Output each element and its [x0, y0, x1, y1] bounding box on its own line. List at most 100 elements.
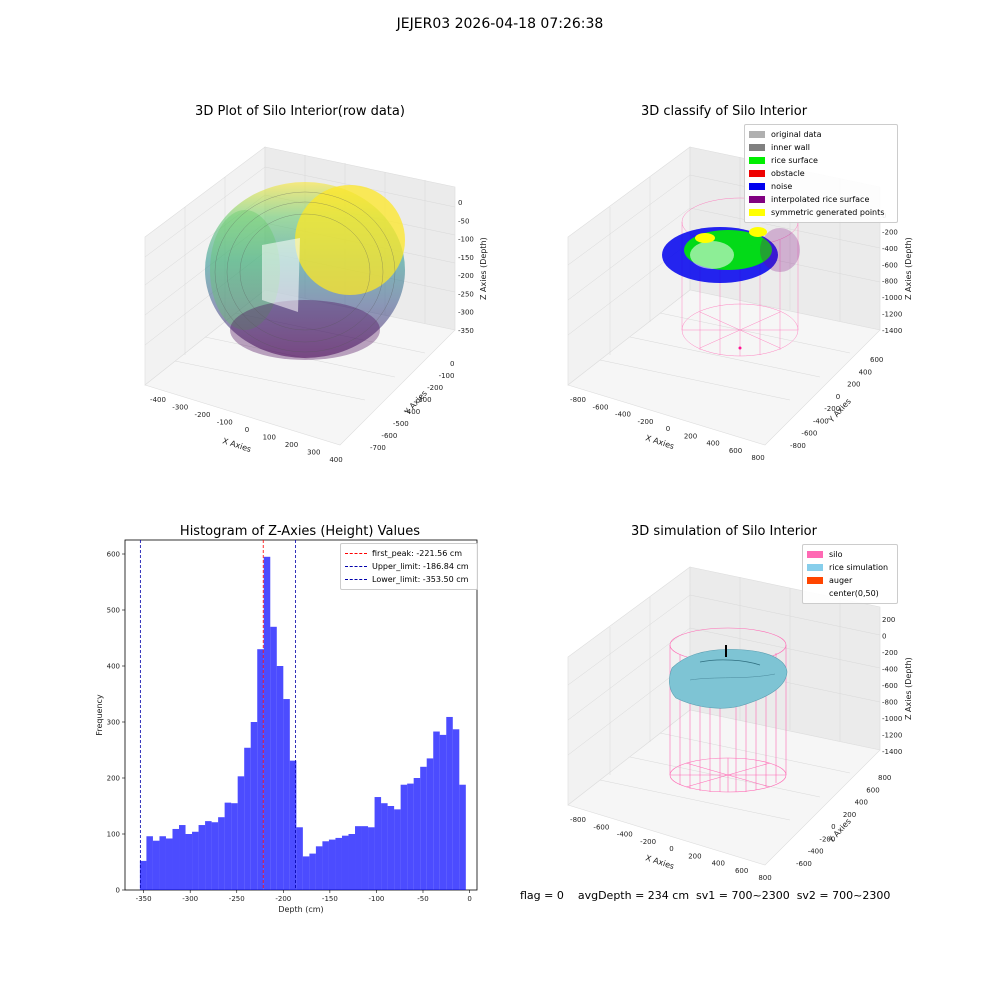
histogram-bar [244, 747, 251, 890]
plot4-z-tick: -1400 [882, 748, 902, 756]
histogram-bar [276, 666, 284, 890]
histogram-plot-area [124, 539, 478, 891]
histogram-bar [270, 626, 277, 890]
histogram-bar [211, 822, 219, 890]
plot4-x-tick: 800 [758, 874, 771, 882]
histogram-bar [218, 817, 225, 890]
plot2-x-tick: 200 [684, 432, 697, 440]
histogram-ytick-label: 100 [107, 831, 120, 839]
plot1-x-tick: -400 [150, 396, 166, 404]
histogram-bar [420, 766, 427, 890]
plot4-legend-label: center(0,50) [829, 589, 879, 598]
plot2-y-tick: 400 [859, 368, 872, 376]
plot1-xlabel: X Axies [221, 436, 252, 454]
plot2-x-tick: 800 [751, 454, 764, 462]
plot4-legend-label: silo [829, 550, 843, 559]
histogram-legend-label: first_peak: -221.56 cm [372, 549, 463, 558]
plot1-z-tick: -250 [458, 290, 474, 298]
plot2-z-tick: -1200 [882, 311, 902, 319]
plot1-z-tick: -50 [458, 217, 469, 225]
plot1-zlabel: Z Axies (Depth) [479, 237, 488, 300]
histogram-bar [400, 784, 408, 890]
histogram-bar [198, 825, 206, 890]
plot2-zlabel: Z Axies (Depth) [904, 237, 913, 300]
histogram-xtick-label: -300 [182, 895, 198, 903]
plot4-z-tick: -400 [882, 666, 898, 674]
plot2-xlabel: X Axies [644, 433, 675, 451]
histogram-bar [302, 856, 310, 890]
plot1-z-tick: -300 [458, 309, 474, 317]
plot2-legend-swatch [749, 144, 765, 151]
plot4-y-tick: 600 [866, 786, 879, 794]
plot1-y-tick: -700 [370, 444, 386, 452]
plot4-legend-item: silo [807, 548, 893, 561]
plot2-y-tick: -400 [813, 417, 829, 425]
plot1-point-cloud [205, 182, 405, 360]
plot1-panes [144, 146, 456, 446]
plot1-x-tick: -300 [172, 404, 188, 412]
plot4-y-tick: -200 [819, 835, 835, 843]
plot4-x-tick: 200 [688, 852, 701, 860]
histogram-bar [439, 734, 447, 890]
histogram-xtick-label: -250 [229, 895, 245, 903]
histogram-xlabel: Depth (cm) [278, 905, 323, 914]
histogram-bar [224, 802, 232, 890]
plot2-legend-label: obstacle [771, 169, 805, 178]
histogram-legend-line [345, 553, 367, 554]
histogram-legend-label: Lower_limit: -353.50 cm [372, 575, 469, 584]
histogram-bar [289, 760, 297, 890]
histogram-xtick-label: -150 [322, 895, 338, 903]
plot2-z-tick: -800 [882, 278, 898, 286]
plot4-z-tick: -200 [882, 649, 898, 657]
plot2-legend: original data inner wall rice surface obsta… [744, 124, 898, 223]
plot1-title: 3D Plot of Silo Interior(row data) [195, 104, 405, 119]
histogram-bar [152, 840, 160, 890]
plot2-points [662, 227, 800, 350]
plot1-x-tick: 200 [285, 441, 298, 449]
histogram-bar [192, 831, 199, 890]
histogram-ytick-label: 300 [107, 719, 120, 727]
plot4-legend-item: center(0,50) [807, 587, 893, 600]
histogram-ylabel: Frequency [95, 694, 104, 736]
histogram-bar [296, 827, 303, 890]
histogram-bar [322, 841, 329, 890]
histogram-bar [172, 828, 180, 890]
plot4-y-tick: 800 [878, 774, 891, 782]
plot1-x-tick: -200 [195, 411, 211, 419]
plot4-x-tick: 0 [669, 845, 673, 853]
histogram-bar [459, 784, 466, 890]
histogram-legend-item: Upper_limit: -186.84 cm [345, 560, 473, 573]
histogram-bar [335, 837, 342, 890]
plot4-x-tick: -600 [593, 823, 609, 831]
plot4-z-tick: -600 [882, 682, 898, 690]
plot2-x-tick: 600 [729, 447, 742, 455]
plot2-legend-label: inner wall [771, 143, 811, 152]
plot1-x-tick: 300 [307, 449, 320, 457]
histogram-bar [446, 716, 453, 890]
histogram-legend-item: first_peak: -221.56 cm [345, 547, 473, 560]
plot1-x-tick: -100 [217, 419, 233, 427]
plot1-z-tick: -150 [458, 254, 474, 262]
plot1-x-tick: 100 [263, 434, 276, 442]
histogram-bar [407, 783, 414, 890]
plot2-y-tick: -800 [790, 442, 806, 450]
plot4-y-tick: 400 [855, 799, 868, 807]
plot2-y-tick: 600 [870, 356, 883, 364]
plot2-legend-item: interpolated rice surface [749, 193, 893, 206]
histogram-bar [165, 838, 173, 890]
plot1-y-tick: -100 [439, 372, 455, 380]
histogram-bar [309, 853, 316, 890]
plot2-y-tick: -600 [801, 430, 817, 438]
plot1-x-tick: 400 [329, 456, 342, 464]
plot1-z-tick: -200 [458, 272, 474, 280]
plot2-legend-item: inner wall [749, 141, 893, 154]
plot4-z-tick: -1000 [882, 715, 902, 723]
plot4-y-tick: -600 [796, 860, 812, 868]
plot4-y-tick: -400 [808, 848, 824, 856]
plot4-zlabel: Z Axies (Depth) [904, 657, 913, 720]
histogram-ytick-label: 500 [107, 607, 120, 615]
plot2-legend-item: noise [749, 180, 893, 193]
plot1-y-tick: -400 [404, 408, 420, 416]
plot2-legend-swatch [749, 209, 765, 216]
plot2-y-tick: 200 [847, 381, 860, 389]
